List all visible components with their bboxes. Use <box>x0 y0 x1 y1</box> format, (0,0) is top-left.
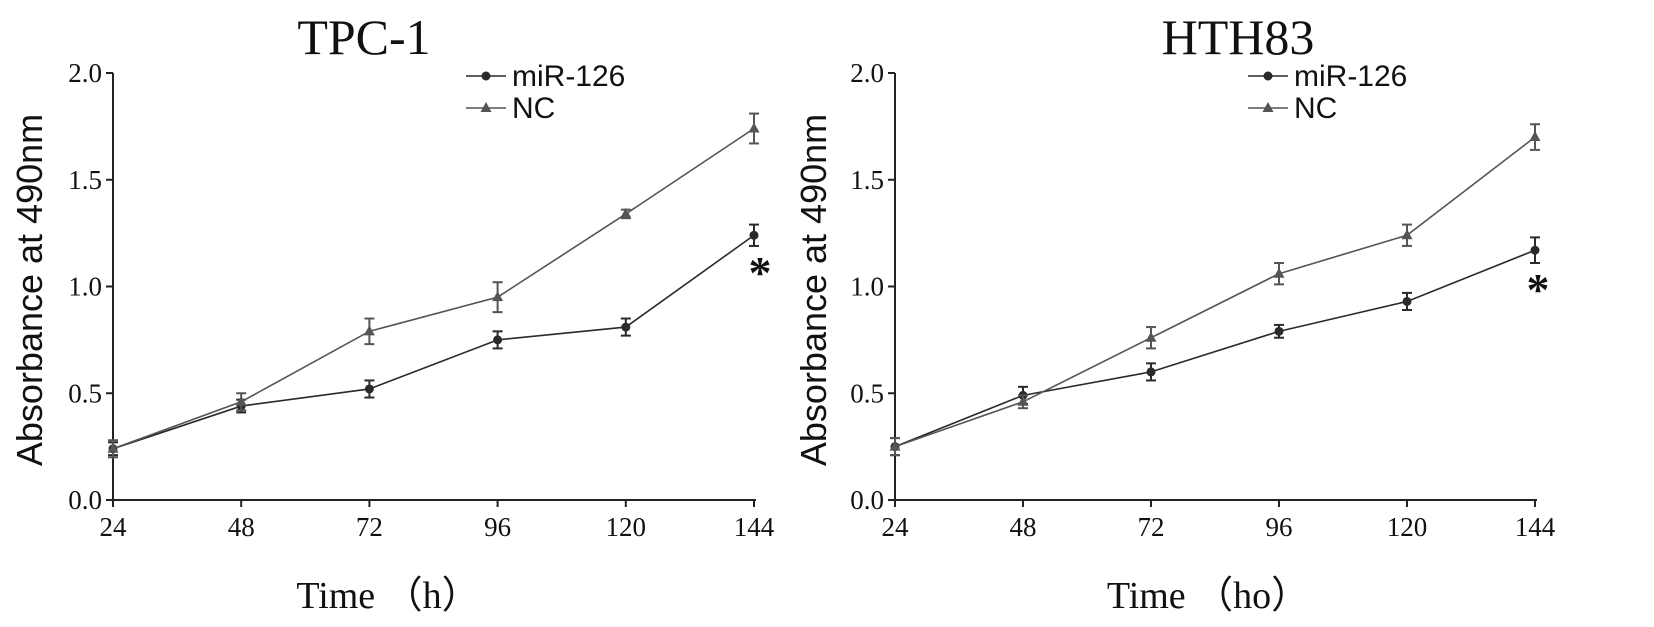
data-point <box>235 395 247 406</box>
y-axis-label: Absorbance at 490nm <box>793 114 834 466</box>
data-point <box>1530 245 1540 255</box>
data-point <box>492 291 504 302</box>
series-line-mir-126 <box>894 249 1536 448</box>
data-point <box>620 207 632 218</box>
data-point <box>364 384 374 394</box>
data-point <box>493 335 503 345</box>
data-point <box>1145 331 1157 342</box>
legend-marker <box>1263 71 1273 81</box>
x-tick-label: 96 <box>484 512 511 542</box>
x-tick-label: 48 <box>228 512 255 542</box>
data-point <box>749 230 759 240</box>
chart-hth83: HTH83 Absorbance at 490nm Time （ho） 0.0 0… <box>793 9 1556 617</box>
chart-title: TPC-1 <box>297 9 430 65</box>
y-tick-label: 0.5 <box>850 378 884 408</box>
y-tick-label: 0.0 <box>850 485 884 515</box>
x-tick-label: 96 <box>1266 512 1293 542</box>
x-tick-label: 48 <box>1010 512 1037 542</box>
significance-annotation: * <box>749 247 772 298</box>
data-point <box>1529 131 1541 142</box>
y-tick-label: 1.5 <box>68 165 102 195</box>
legend-entry: miR-126 <box>1294 60 1407 93</box>
data-point <box>889 440 901 451</box>
y-axis-label: Absorbance at 490nm <box>9 114 50 466</box>
data-point <box>1017 395 1029 406</box>
x-tick-label: 144 <box>1515 512 1556 542</box>
chart-title: HTH83 <box>1162 9 1315 65</box>
x-tick-label: 144 <box>734 512 775 542</box>
data-point <box>107 442 119 453</box>
x-axis-label: Time （h） <box>296 575 479 617</box>
series-line-nc <box>894 136 1536 448</box>
y-tick-label: 2.0 <box>850 58 884 88</box>
chart-tpc1: TPC-1 Absorbance at 490nm Time （h） 0.0 0.… <box>9 9 775 617</box>
x-tick-label: 24 <box>882 512 910 542</box>
x-tick-label: 72 <box>356 512 383 542</box>
series-line-nc <box>112 127 755 450</box>
data-point <box>1274 326 1284 336</box>
data-point <box>621 322 631 332</box>
y-tick-label: 0.0 <box>68 485 102 515</box>
data-point <box>1273 267 1285 278</box>
x-tick-label: 120 <box>606 512 647 542</box>
data-point <box>1401 229 1413 240</box>
x-axis-label: Time （ho） <box>1107 575 1309 617</box>
data-point <box>363 325 375 336</box>
legend-entry: miR-126 <box>512 60 625 93</box>
y-tick-label: 1.0 <box>850 272 884 302</box>
y-tick-label: 1.5 <box>850 165 884 195</box>
legend-marker <box>1262 102 1274 112</box>
data-point <box>748 122 760 133</box>
legend-marker <box>480 102 492 112</box>
data-point <box>1402 296 1412 306</box>
series-line-mir-126 <box>112 234 755 450</box>
x-tick-label: 120 <box>1387 512 1428 542</box>
x-tick-label: 72 <box>1138 512 1165 542</box>
legend-entry: NC <box>1294 92 1337 125</box>
y-tick-label: 1.0 <box>68 272 102 302</box>
data-point <box>1146 367 1156 377</box>
legend-entry: NC <box>512 92 555 125</box>
legend-marker <box>481 71 491 81</box>
x-tick-label: 24 <box>100 512 128 542</box>
significance-annotation: * <box>1527 264 1550 315</box>
y-tick-label: 0.5 <box>68 378 102 408</box>
y-tick-label: 2.0 <box>68 58 102 88</box>
